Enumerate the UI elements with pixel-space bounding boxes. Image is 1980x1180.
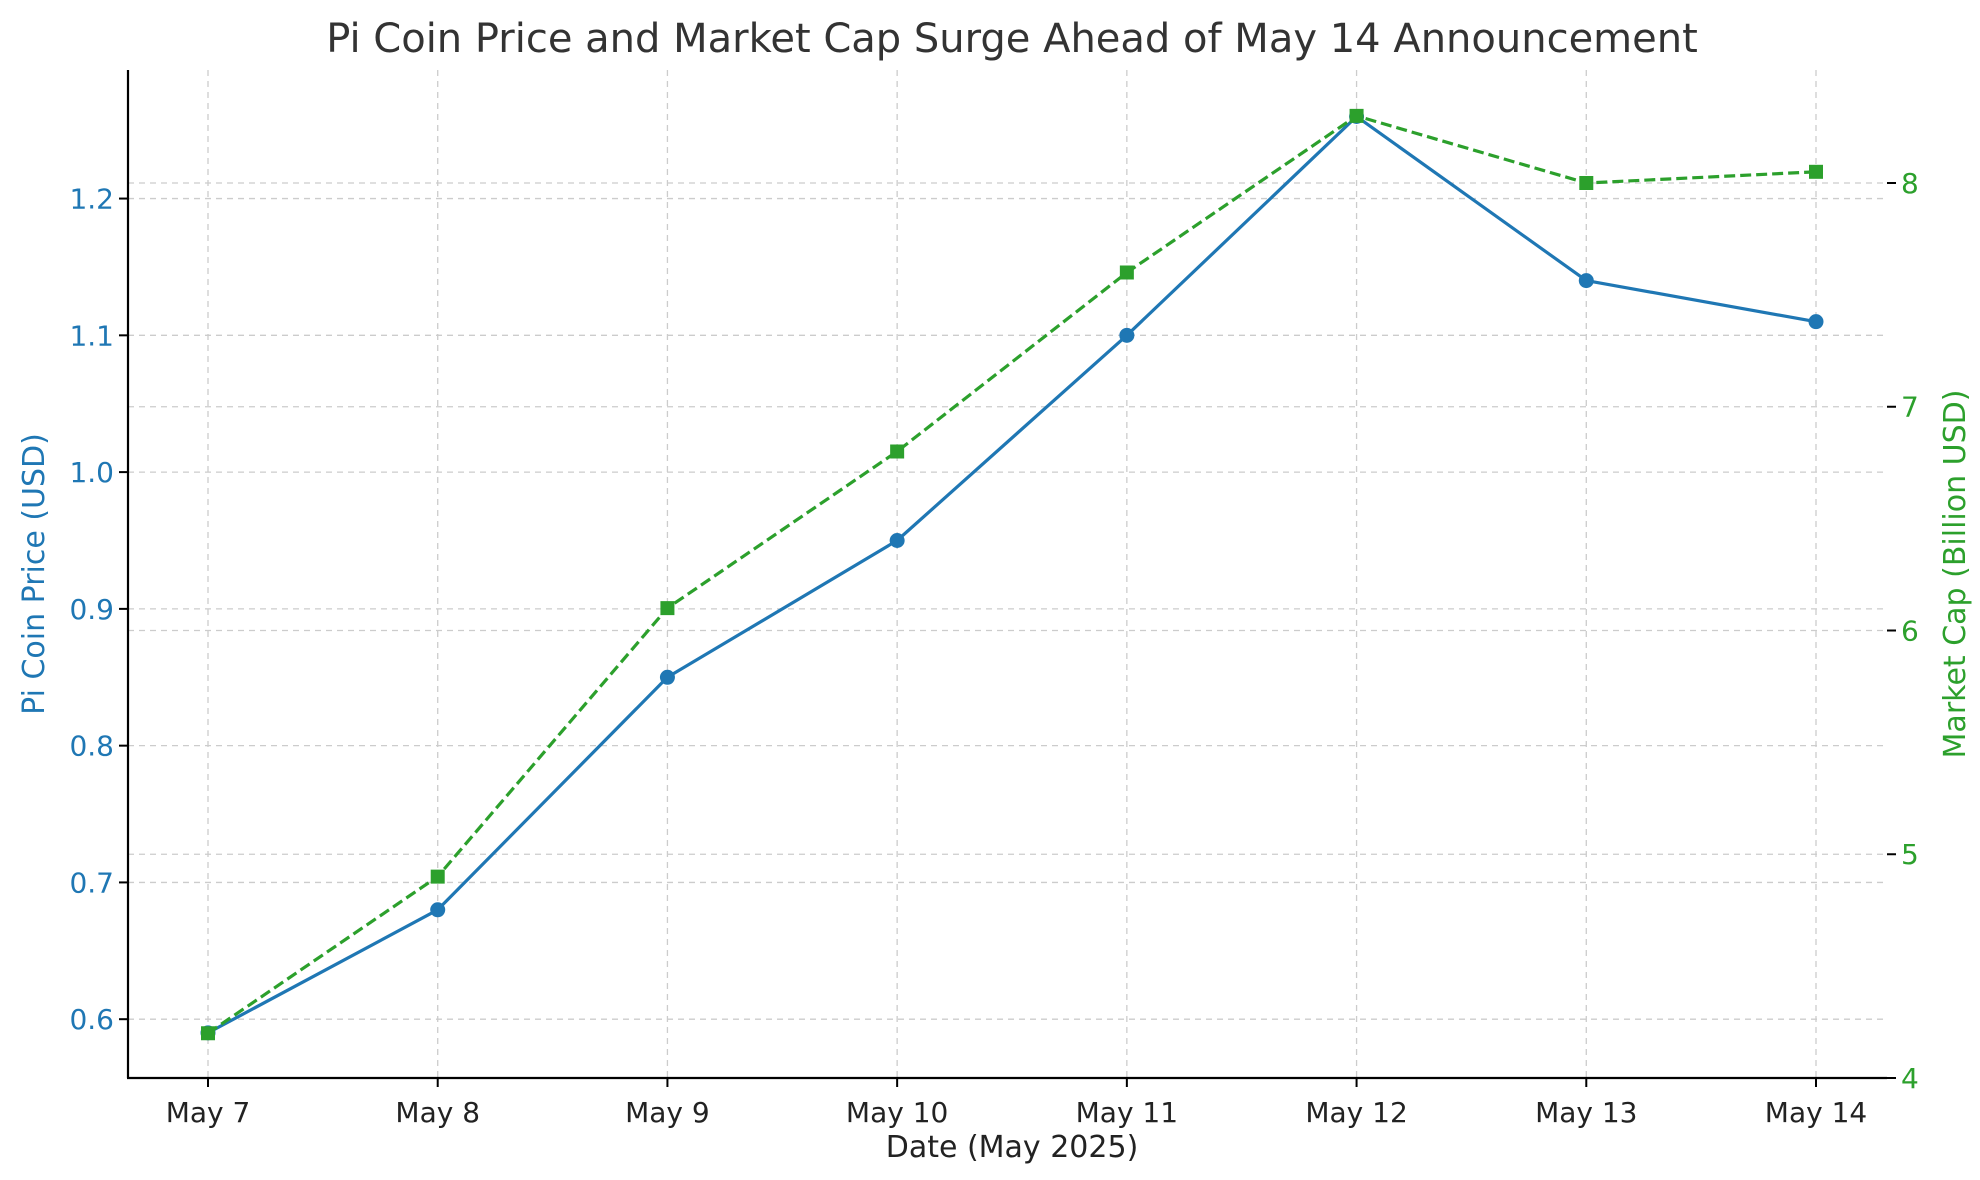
x-tick-label: May 14 bbox=[1765, 1096, 1867, 1129]
left-y-tick-label: 1.0 bbox=[69, 456, 114, 489]
left-y-tick-label: 0.8 bbox=[69, 730, 114, 763]
right-y-axis-label: Market Cap (Billion USD) bbox=[1938, 390, 1973, 759]
x-tick-label: May 9 bbox=[625, 1096, 710, 1129]
left-y-axis-label: Pi Coin Price (USD) bbox=[17, 433, 52, 715]
right-y-tick-label: 8 bbox=[1901, 167, 1919, 200]
series-2 bbox=[201, 108, 1823, 1041]
data-point-circle bbox=[430, 902, 446, 918]
left-y-tick-label: 0.9 bbox=[69, 593, 114, 626]
left-y-axis-ticks: 0.6 0.7 0.8 0.9 1.0 1.1 1.2 bbox=[69, 183, 128, 1036]
data-point-circle bbox=[1808, 314, 1824, 330]
right-y-tick-label: 5 bbox=[1901, 838, 1919, 871]
left-y-tick-label: 1.2 bbox=[69, 183, 114, 216]
right-y-tick-label: 6 bbox=[1901, 614, 1919, 647]
data-point-square bbox=[890, 444, 905, 459]
grid bbox=[128, 70, 1887, 1078]
data-point-square bbox=[1579, 175, 1594, 190]
series-2-line bbox=[207, 114, 1817, 1035]
x-axis-label: Date (May 2025) bbox=[886, 1130, 1139, 1165]
data-point-square bbox=[430, 869, 445, 884]
x-tick-label: May 7 bbox=[166, 1096, 251, 1129]
left-y-tick-label: 1.1 bbox=[69, 319, 114, 352]
x-tick-label: May 10 bbox=[846, 1096, 948, 1129]
chart-title: Pi Coin Price and Market Cap Surge Ahead… bbox=[326, 16, 1698, 62]
series-layer bbox=[200, 108, 1824, 1041]
data-point-square bbox=[1809, 164, 1823, 179]
x-tick-label: May 13 bbox=[1535, 1096, 1637, 1129]
data-point-circle bbox=[889, 532, 905, 548]
left-y-tick-label: 0.7 bbox=[69, 866, 114, 899]
right-y-axis-ticks: 4 5 6 7 8 bbox=[1887, 167, 1919, 1095]
x-tick-label: May 12 bbox=[1305, 1096, 1407, 1129]
series-1-line bbox=[207, 114, 1817, 1035]
data-point-circle bbox=[1119, 327, 1135, 343]
right-y-tick-label: 7 bbox=[1901, 391, 1919, 424]
x-tick-label: May 11 bbox=[1076, 1096, 1178, 1129]
data-point-square bbox=[1119, 265, 1134, 280]
data-point-square bbox=[1349, 108, 1364, 123]
data-point-circle bbox=[659, 669, 675, 685]
data-point-square bbox=[201, 1026, 215, 1041]
x-axis-ticks: May 7 May 8 May 9 May 10 May 11 May 12 May 13 M… bbox=[166, 1078, 1867, 1129]
left-y-tick-label: 0.6 bbox=[69, 1003, 114, 1036]
x-tick-label: May 8 bbox=[395, 1096, 480, 1129]
right-y-tick-label: 4 bbox=[1901, 1062, 1919, 1095]
data-point-square bbox=[660, 601, 675, 616]
data-point-circle bbox=[1578, 273, 1594, 289]
